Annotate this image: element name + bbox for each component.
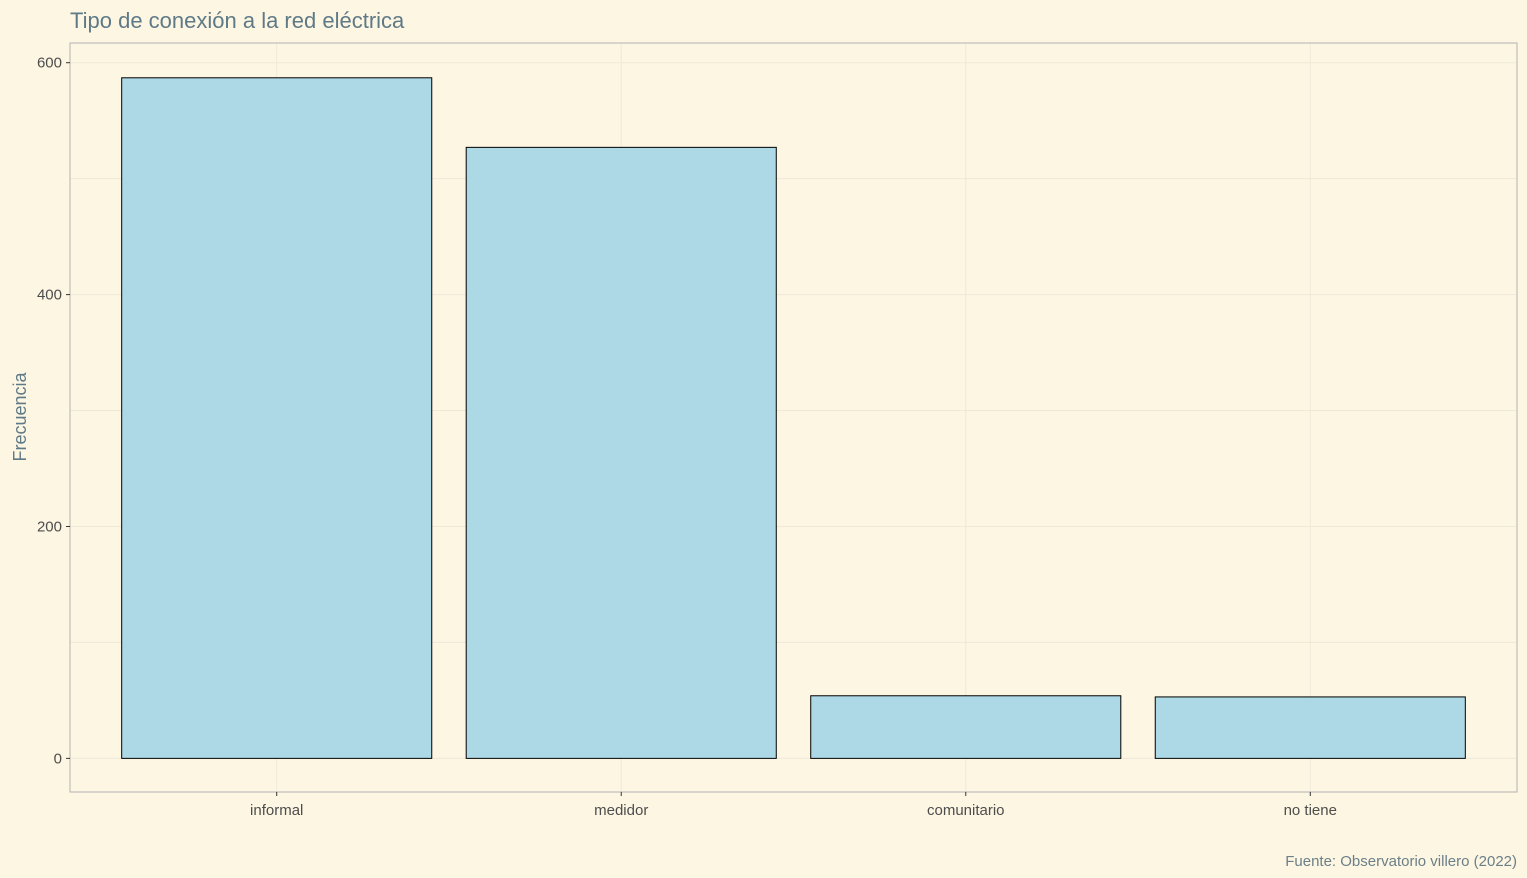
bar-informal <box>121 77 433 759</box>
y-tick-label: 0 <box>54 750 62 767</box>
y-tick-label: 400 <box>37 287 62 304</box>
y-axis-label: Frecuencia <box>10 371 30 461</box>
x-axis-ticks: informal medidor comunitario no tiene <box>250 792 1337 819</box>
x-tick-label: comunitario <box>927 802 1005 819</box>
bar-medidor <box>465 146 777 759</box>
y-axis-ticks: 0 200 400 600 <box>37 55 70 767</box>
panel-border <box>69 42 1518 793</box>
y-tick-label: 600 <box>37 55 62 72</box>
bars <box>121 77 1466 759</box>
y-tick-label: 200 <box>37 518 62 535</box>
bar-no-tiene <box>1154 696 1466 759</box>
chart-title: Tipo de conexión a la red eléctrica <box>70 8 405 33</box>
x-tick-label: medidor <box>594 802 648 819</box>
bar-comunitario <box>810 695 1122 759</box>
x-tick-label: informal <box>250 802 303 819</box>
chart-caption: Fuente: Observatorio villero (2022) <box>1285 853 1517 870</box>
x-tick-label: no tiene <box>1284 802 1337 819</box>
